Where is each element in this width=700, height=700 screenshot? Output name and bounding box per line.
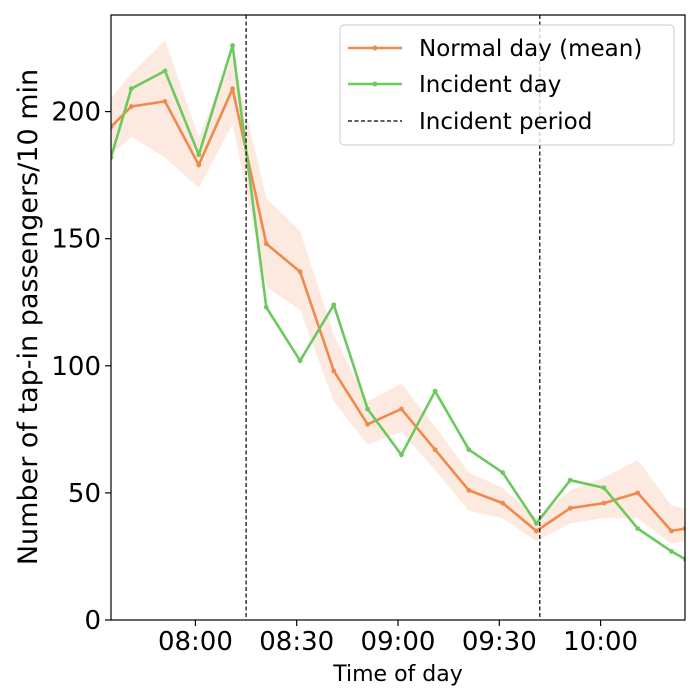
normal-day-mean-point xyxy=(230,86,236,92)
incident-day-point xyxy=(669,549,674,554)
incident-day-point xyxy=(331,302,337,308)
normal-day-mean-point xyxy=(162,99,168,104)
normal-day-mean-point xyxy=(669,528,674,534)
incident-day-point xyxy=(567,477,573,483)
normal-day-mean-point xyxy=(297,269,303,275)
incident-day-point xyxy=(263,304,269,310)
incident-day-point xyxy=(432,388,438,394)
normal-day-mean-point xyxy=(567,505,573,511)
normal-day-band xyxy=(111,40,685,544)
incident-day-point xyxy=(466,447,472,453)
legend-label-incident-period: Incident period xyxy=(419,109,592,135)
x-tick-label: 08:00 xyxy=(158,627,233,657)
x-axis-label: Time of day xyxy=(332,662,463,687)
incident-day-point xyxy=(500,470,506,475)
incident-day-point xyxy=(230,43,236,48)
legend-marker-incident-day xyxy=(372,81,378,87)
normal-day-mean-point xyxy=(534,528,539,534)
incident-day-point xyxy=(635,526,641,531)
incident-day-point xyxy=(162,68,168,74)
normal-day-mean-point xyxy=(331,368,337,374)
x-tick-label: 09:30 xyxy=(462,627,537,657)
legend-marker-normal-day xyxy=(372,45,378,51)
normal-day-mean-point xyxy=(432,447,438,453)
x-tick-label: 10:00 xyxy=(563,627,638,657)
legend: Normal day (mean) Incident day Incident … xyxy=(339,24,675,146)
legend-label-normal-day: Normal day (mean) xyxy=(419,36,642,62)
x-axis: 08:00 08:30 09:00 09:30 10:00 xyxy=(158,620,638,657)
normal-day-mean-point xyxy=(601,500,607,506)
incident-day-point xyxy=(128,86,134,92)
y-tick-label: 150 xyxy=(51,225,101,255)
y-tick-label: 200 xyxy=(51,98,101,128)
normal-day-mean-point xyxy=(635,490,641,496)
plot-area xyxy=(111,15,685,620)
x-tick-label: 08:30 xyxy=(259,627,334,657)
normal-day-mean-point xyxy=(263,241,269,247)
normal-day-mean-point xyxy=(399,406,404,412)
y-axis-label: Number of tap-in passengers/10 min xyxy=(13,69,44,565)
incident-day-point xyxy=(399,452,404,458)
y-tick-label: 50 xyxy=(68,479,101,509)
normal-day-mean-point xyxy=(196,162,202,168)
normal-day-mean-point xyxy=(500,500,506,506)
legend-label-incident-day: Incident day xyxy=(419,72,561,98)
incident-day-point xyxy=(196,152,202,158)
normal-day-mean-point xyxy=(466,488,472,493)
y-tick-label: 0 xyxy=(84,606,101,636)
normal-day-mean-point xyxy=(128,104,134,109)
incident-day-point xyxy=(297,358,303,364)
y-tick-label: 100 xyxy=(51,352,101,382)
x-tick-label: 09:00 xyxy=(361,627,436,657)
incident-day-point xyxy=(365,406,370,412)
legend-frame xyxy=(339,24,675,146)
normal-day-mean-point xyxy=(365,421,370,427)
incident-day-point xyxy=(601,485,607,491)
y-axis: 0 50 100 150 200 xyxy=(51,98,111,636)
incident-day-point xyxy=(534,521,539,526)
